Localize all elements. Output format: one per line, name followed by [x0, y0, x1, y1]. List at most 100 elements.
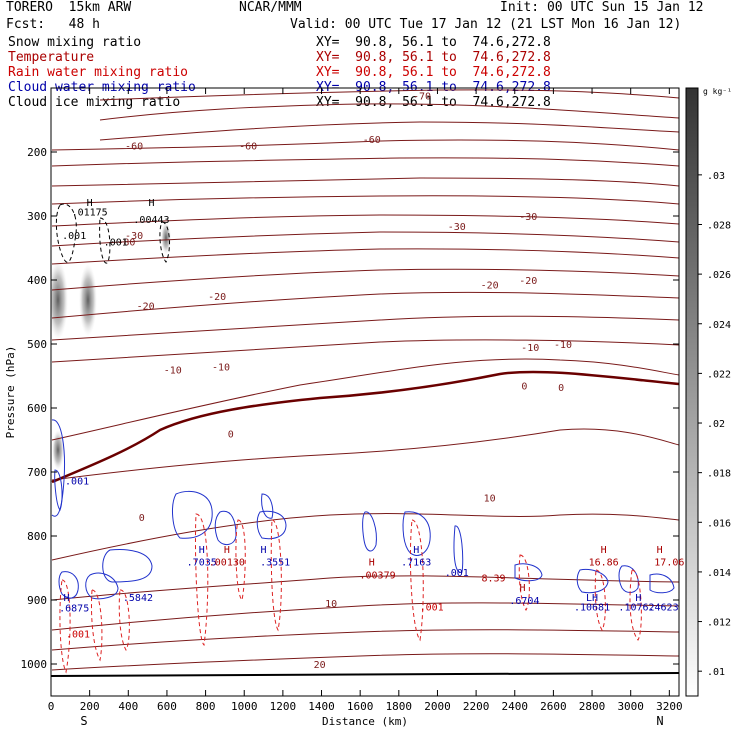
temperature-contour-label: -30 [519, 212, 537, 223]
snow-shade-4 [52, 430, 64, 470]
extremum-label: .001 [104, 238, 128, 249]
colorbar-tick-label: .024 [707, 320, 731, 331]
x-tick-label: 2200 [463, 700, 490, 713]
plot-frame [50, 87, 680, 697]
temperature-contour-label: 0 [228, 430, 234, 441]
extremum-label: .01175 [72, 208, 108, 219]
temperature-contour-label: 10 [325, 599, 337, 610]
field-snow: Snow mixing ratio [8, 35, 142, 50]
extremum-label: .00130 [209, 558, 245, 569]
colorbar-tick-label: .02 [707, 419, 725, 430]
extremum-label: H [261, 545, 267, 556]
init-label: Init: 00 UTC Sun 15 Jan 12 [500, 0, 704, 15]
xy-label-temperature: XY= 90.8, 56.1 to 74.6,272.8 [316, 50, 551, 65]
colorbar-tick-label: .018 [707, 469, 731, 480]
temperature-contour-label: 0 [521, 382, 527, 393]
colorbar-tick-label: .03 [707, 171, 725, 182]
temperature-contour-label: -10 [164, 366, 182, 377]
colorbar-tick-label: .026 [707, 270, 731, 281]
temperature-contour-label: -20 [481, 280, 499, 291]
y-tick-label: 300 [27, 210, 47, 223]
extremum-label: 17.06 [654, 558, 684, 569]
extremum-label: H [635, 593, 641, 604]
extremum-label: .001 [65, 476, 89, 487]
x-tick-label: 3000 [617, 700, 644, 713]
model-label: TORERO 15km ARW [6, 0, 132, 15]
extremum-label: H [199, 545, 205, 556]
field-cloud-ice: Cloud ice mixing ratio [8, 95, 181, 110]
x-tick-label: 600 [157, 700, 177, 713]
temperature-contour-label: 20 [314, 660, 326, 671]
ground-line [51, 672, 679, 677]
x-tick-label: 1800 [386, 700, 413, 713]
x-tick-label: 0 [48, 700, 55, 713]
extremum-label: .3551 [260, 558, 290, 569]
temperature-contour-label: -30 [125, 231, 143, 242]
extremum-label: H [519, 583, 525, 594]
fcst-label: Fcst: 48 h [6, 17, 100, 32]
y-tick-label: 900 [27, 594, 47, 607]
y-tick-label: 800 [27, 530, 47, 543]
x-tick-label: 800 [196, 700, 216, 713]
zero-isotherm [51, 370, 679, 484]
colorbar-tick-label: .01 [707, 667, 725, 678]
temperature-contour-label: -20 [519, 276, 537, 287]
temperature-contour-label: -10 [521, 343, 539, 354]
extremum-label: H [601, 545, 607, 556]
temperature-contour-label: 0 [139, 513, 145, 524]
temperature-contour-label: -70 [413, 92, 431, 103]
colorbar-unit: g kg⁻¹ [703, 87, 732, 96]
snow-shade-2 [79, 264, 97, 336]
extremum-label: .5842 [123, 593, 153, 604]
y-tick-label: 400 [27, 274, 47, 287]
field-temperature: Temperature [8, 50, 95, 65]
temperature-contour-label: -60 [239, 142, 257, 153]
extremum-label: H [657, 545, 663, 556]
colorbar [685, 87, 699, 697]
temperature-contour-label: 0 [558, 383, 564, 394]
extremum-label: H [63, 593, 69, 604]
rain-contours [59, 513, 642, 674]
temperature-contour-label: -60 [125, 142, 143, 153]
y-axis-label: Pressure (hPa) [4, 346, 17, 439]
extremum-label: .6704 [509, 596, 539, 607]
x-tick-label: 2600 [540, 700, 567, 713]
x-end-label-right: N [656, 714, 663, 728]
extremum-label: H [369, 558, 375, 569]
colorbar-tick-label: .014 [707, 568, 731, 579]
colorbar-tick-label: .016 [707, 518, 731, 529]
x-tick-label: 1000 [231, 700, 258, 713]
temperature-contour-label: -80 [117, 238, 135, 249]
temperature-contours [51, 89, 679, 671]
x-end-label-left: S [80, 714, 87, 728]
extremum-label: LH [586, 593, 598, 604]
extremum-label: H [413, 545, 419, 556]
extremum-label: H [87, 198, 93, 209]
org-label: NCAR/MMM [239, 0, 302, 15]
valid-label: Valid: 00 UTC Tue 17 Jan 12 (21 LST Mon … [290, 17, 682, 32]
xy-label-rain: XY= 90.8, 56.1 to 74.6,272.8 [316, 65, 551, 80]
extremum-label: .7035 [187, 558, 217, 569]
extremum-label: .6875 [59, 604, 89, 615]
colorbar-tick-label: .022 [707, 369, 731, 380]
field-rain: Rain water mixing ratio [8, 65, 189, 80]
extremum-label: 16.86 [589, 558, 619, 569]
x-tick-label: 1200 [270, 700, 297, 713]
x-tick-label: 1600 [347, 700, 374, 713]
extremum-label: H [224, 545, 230, 556]
extremum-label: .00379 [359, 570, 395, 581]
xy-label-snow: XY= 90.8, 56.1 to 74.6,272.8 [316, 35, 551, 50]
extremum-label: 8.39 [481, 574, 505, 585]
extremum-label: .00443 [133, 215, 169, 226]
x-tick-label: 200 [80, 700, 100, 713]
temperature-contour-label: -60 [363, 135, 381, 146]
extremum-label: .001 [66, 629, 90, 640]
colorbar-tick-label: .012 [707, 618, 731, 629]
xy-label-cloud-ice: XY= 90.8, 56.1 to 74.6,272.8 [316, 95, 551, 110]
temperature-contour-label: 10 [484, 494, 496, 505]
temperature-contour-label: -10 [554, 340, 572, 351]
extremum-label: .001 [420, 602, 444, 613]
temperature-contour-label: -30 [448, 222, 466, 233]
x-tick-label: 3200 [656, 700, 683, 713]
temperature-contour-label: -20 [137, 302, 155, 313]
